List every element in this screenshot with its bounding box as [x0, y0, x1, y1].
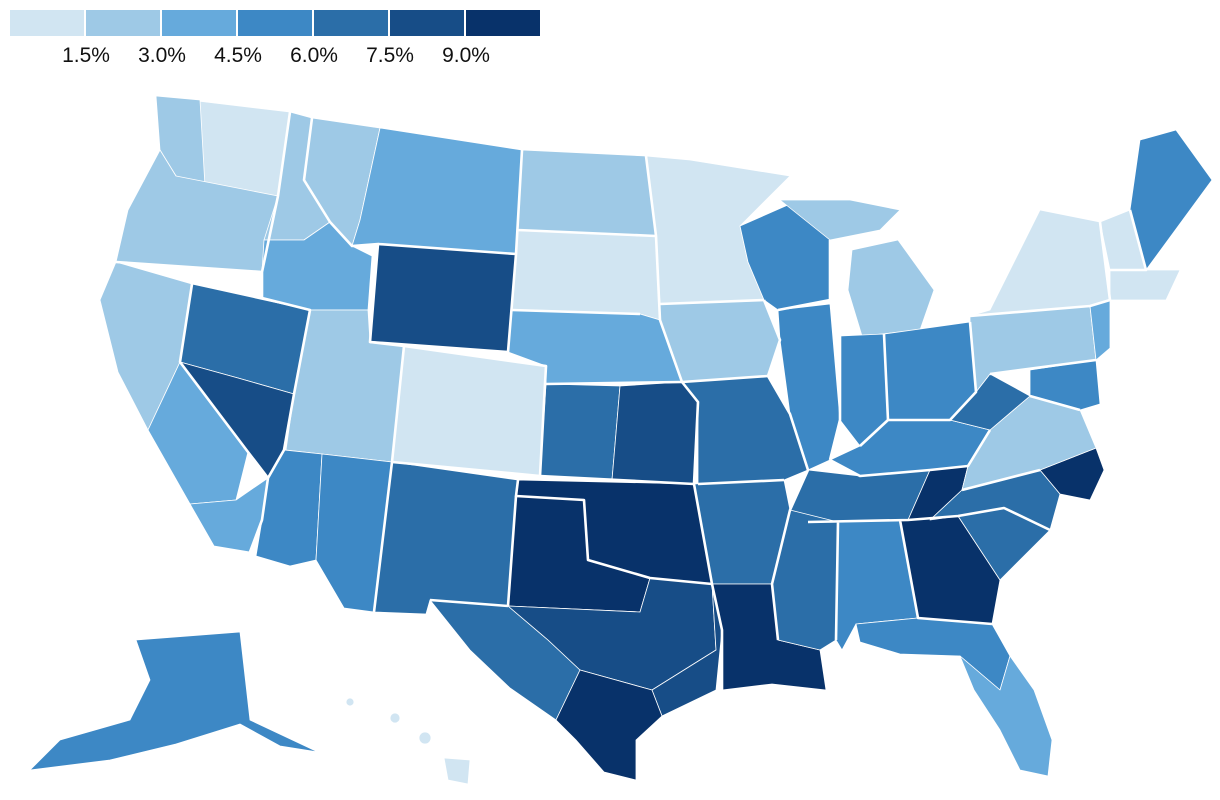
region-kansas-west — [539, 383, 621, 481]
legend-swatch — [238, 10, 312, 36]
region-colorado — [391, 345, 547, 477]
legend-label: 6.0% — [290, 44, 338, 67]
legend-swatch — [162, 10, 236, 36]
region-kansas-east — [611, 381, 699, 485]
border-wy-co — [369, 242, 518, 354]
border-ohio-valley — [829, 321, 992, 478]
border-west-coast — [248, 111, 312, 553]
border-northeast — [969, 209, 1148, 412]
legend-swatch — [86, 10, 160, 36]
legend-labels: 1.5% 3.0% 4.5% 6.0% 7.5% 9.0% — [62, 44, 490, 67]
legend: 1.5% 3.0% 4.5% 6.0% 7.5% 9.0% — [10, 10, 540, 67]
region-texas-south — [555, 669, 663, 781]
legend-label: 1.5% — [62, 44, 110, 67]
region-new-mexico — [373, 461, 519, 615]
border-ca-nv — [178, 283, 270, 479]
region-illinois — [777, 303, 841, 471]
legend-swatch — [10, 10, 84, 36]
hawaii-island-east — [418, 731, 432, 745]
border-mississippi — [762, 299, 810, 641]
border-co — [391, 344, 548, 478]
region-arizona — [315, 453, 393, 613]
legend-swatches — [10, 10, 540, 36]
region-hawaii — [443, 757, 471, 785]
border-ok-tx — [514, 479, 713, 586]
region-wyoming — [369, 243, 517, 353]
region-maine — [1129, 129, 1213, 271]
legend-swatch — [314, 10, 388, 36]
region-south-dakota — [511, 229, 661, 321]
border-midwest — [659, 240, 842, 486]
legend-label: 4.5% — [214, 44, 262, 67]
hawaii-island-mid — [389, 712, 401, 724]
state-borders — [115, 111, 1148, 690]
border-southeast — [807, 468, 1051, 641]
region-alaska — [29, 631, 319, 771]
border-tx-nm — [429, 598, 509, 608]
region-tennessee — [789, 469, 931, 523]
legend-swatch — [466, 10, 540, 36]
legend-label: 3.0% — [138, 44, 186, 67]
region-michigan — [847, 239, 935, 337]
border-or-ca — [115, 260, 263, 274]
region-michigan-upper — [779, 199, 901, 241]
region-new-england-south — [1109, 269, 1181, 301]
region-florida-south — [959, 655, 1053, 777]
region-layer — [29, 95, 1213, 785]
legend-swatch — [390, 10, 464, 36]
region-montana — [351, 127, 523, 255]
legend-label: 9.0% — [442, 44, 490, 67]
region-new-york — [969, 209, 1111, 317]
hawaii-island-small — [345, 697, 355, 707]
border-river — [644, 155, 724, 690]
border-plains — [506, 149, 695, 607]
region-north-dakota — [517, 149, 657, 237]
legend-label: 7.5% — [366, 44, 414, 67]
